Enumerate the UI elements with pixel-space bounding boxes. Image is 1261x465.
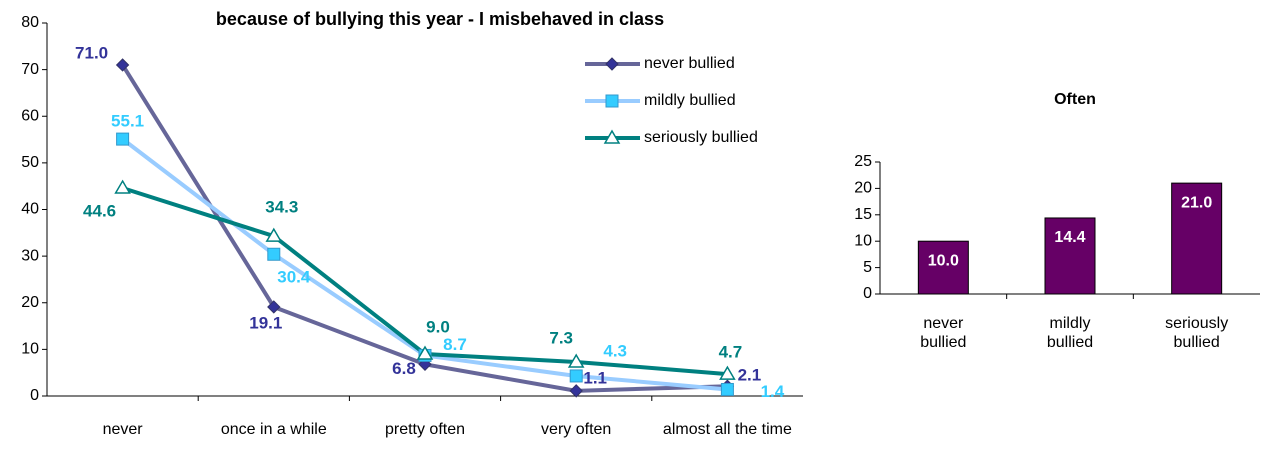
- x-tick-label: once in a while: [220, 421, 327, 438]
- marker: [569, 369, 583, 383]
- data-label: 21.0: [1181, 194, 1212, 211]
- marker: [267, 247, 281, 261]
- data-label: 9.0: [426, 318, 450, 337]
- bar: [1171, 182, 1223, 295]
- data-label: 4.7: [719, 343, 743, 362]
- legend-label: mildly bullied: [644, 92, 736, 109]
- x-tick-label: pretty often: [384, 421, 466, 438]
- chart-title: because of bullying this year - I misbeh…: [216, 9, 664, 29]
- chart-title: Often: [1054, 91, 1096, 108]
- data-label: 71.0: [75, 43, 108, 62]
- y-tick-label: 30: [21, 247, 39, 264]
- bar: [917, 240, 969, 295]
- legend-label: never bullied: [644, 55, 735, 72]
- y-tick-label: 20: [21, 294, 39, 311]
- marker: [605, 57, 619, 71]
- marker: [603, 129, 621, 144]
- marker: [114, 179, 131, 194]
- data-label: 6.8: [392, 359, 416, 378]
- x-tick-label: mildly bullied: [1046, 315, 1094, 351]
- marker: [115, 58, 130, 72]
- y-tick-label: 5: [863, 259, 872, 276]
- x-tick-label: seriously bullied: [1165, 315, 1229, 351]
- x-tick-label: almost all the time: [662, 421, 792, 438]
- data-label: 1.1: [583, 368, 607, 387]
- data-label: 19.1: [249, 313, 282, 332]
- y-tick-label: 25: [854, 153, 872, 170]
- y-tick-label: 70: [21, 61, 39, 78]
- data-label: 44.6: [83, 202, 116, 221]
- data-label: 1.4: [761, 382, 785, 401]
- y-tick-label: 20: [854, 180, 872, 197]
- marker: [116, 132, 130, 146]
- bar: [1044, 217, 1096, 295]
- marker: [569, 384, 583, 398]
- data-label: 2.1: [738, 366, 762, 385]
- data-label: 7.3: [549, 328, 573, 347]
- y-tick-label: 10: [21, 341, 39, 358]
- y-tick-label: 40: [21, 201, 39, 218]
- data-label: 14.4: [1054, 229, 1085, 246]
- series-line: [120, 63, 728, 393]
- y-tick-label: 10: [854, 232, 872, 249]
- x-tick-label: never: [102, 421, 143, 438]
- data-label: 8.7: [443, 335, 467, 354]
- y-tick-label: 50: [21, 154, 39, 171]
- marker: [265, 227, 283, 242]
- data-label: 10.0: [928, 252, 959, 269]
- x-tick-label: never bullied: [920, 315, 967, 351]
- y-tick-label: 80: [21, 14, 39, 31]
- data-label: 4.3: [603, 341, 627, 360]
- marker: [416, 345, 434, 360]
- y-tick-label: 0: [863, 285, 872, 302]
- marker: [720, 382, 734, 396]
- data-label: 30.4: [277, 268, 311, 287]
- marker: [605, 94, 619, 108]
- y-tick-label: 60: [21, 107, 39, 124]
- data-label: 34.3: [265, 198, 298, 217]
- marker: [567, 353, 585, 368]
- marker: [267, 300, 281, 314]
- x-tick-label: very often: [541, 421, 612, 438]
- marker: [719, 365, 736, 380]
- y-tick-label: 15: [854, 206, 872, 223]
- legend-label: seriously bullied: [644, 129, 758, 146]
- y-tick-label: 0: [30, 387, 39, 404]
- data-label: 55.1: [111, 112, 144, 131]
